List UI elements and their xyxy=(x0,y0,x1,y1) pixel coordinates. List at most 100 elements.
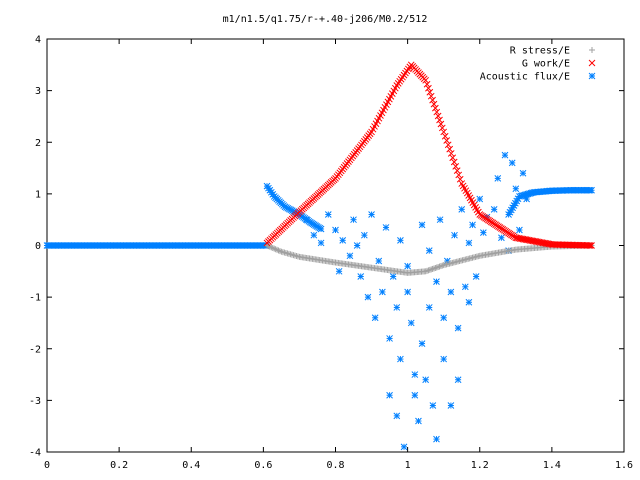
acoustic-flux-point xyxy=(433,435,440,443)
acoustic-flux-point xyxy=(512,185,520,193)
axes: 0 0.2 0.4 0.6 0.8 1 1.2 1.4 1.6 4 3 2 1 0 -1 -2 -3 -4 xyxy=(29,35,633,472)
y-tick-label: -3 xyxy=(29,396,41,407)
acoustic-flux-point xyxy=(447,402,455,409)
acoustic-flux-point xyxy=(501,151,509,159)
acoustic-flux-point xyxy=(422,376,430,384)
g-work-point xyxy=(449,154,457,162)
plot-area xyxy=(43,61,595,451)
x-tick-label: 1 xyxy=(405,460,411,471)
acoustic-flux-point xyxy=(516,226,523,234)
acoustic-flux-point xyxy=(364,293,372,301)
acoustic-flux-point xyxy=(523,195,530,203)
acoustic-flux-point xyxy=(397,355,404,363)
acoustic-flux-point xyxy=(371,314,379,322)
acoustic-flux-point xyxy=(360,231,368,239)
y-tick-label: 1 xyxy=(35,189,41,200)
legend-label: Acoustic flux/E xyxy=(480,72,570,83)
acoustic-flux-point xyxy=(436,216,444,224)
acoustic-flux-point xyxy=(400,443,408,451)
g-work-point xyxy=(455,171,463,179)
g-work-point xyxy=(434,112,442,120)
acoustic-flux-point xyxy=(397,236,404,244)
g-work-point xyxy=(446,145,454,153)
acoustic-flux-point xyxy=(451,231,458,239)
acoustic-flux-point xyxy=(480,229,487,236)
acoustic-flux-point xyxy=(317,225,325,233)
y-tick-label: -1 xyxy=(29,293,41,304)
legend-marker xyxy=(589,47,595,53)
acoustic-flux-point xyxy=(440,355,448,363)
r-stress-point xyxy=(276,248,283,255)
acoustic-flux-point xyxy=(407,319,415,327)
g-work-point xyxy=(437,120,445,128)
r-stress-point xyxy=(274,246,281,253)
g-work-point xyxy=(453,167,461,174)
acoustic-flux-point xyxy=(490,206,498,213)
acoustic-flux-point xyxy=(382,224,390,231)
acoustic-flux-point xyxy=(317,239,325,247)
g-work-point xyxy=(432,104,439,112)
acoustic-flux-point xyxy=(469,221,476,229)
acoustic-flux-point xyxy=(393,412,401,420)
acoustic-flux-point xyxy=(447,288,455,296)
x-tick-label: 0.6 xyxy=(254,460,272,471)
acoustic-flux-point xyxy=(454,324,462,332)
x-tick-label: 0.8 xyxy=(326,460,344,471)
r-stress-point xyxy=(269,244,276,251)
acoustic-flux-point xyxy=(425,304,433,311)
acoustic-flux-point xyxy=(350,216,357,224)
g-work-point xyxy=(430,100,438,108)
y-tick-label: 0 xyxy=(35,241,41,252)
acoustic-flux-point xyxy=(353,242,361,249)
acoustic-flux-point xyxy=(461,283,469,291)
acoustic-flux-point xyxy=(357,273,365,280)
r-stress-point xyxy=(275,247,282,254)
acoustic-flux-point xyxy=(389,273,397,280)
acoustic-flux-point xyxy=(324,211,332,218)
acoustic-flux-point xyxy=(332,226,339,234)
legend-marker xyxy=(588,59,596,67)
acoustic-flux-point xyxy=(386,335,393,342)
acoustic-flux-point xyxy=(386,391,393,399)
y-tick-label: 3 xyxy=(35,86,41,97)
g-work-point xyxy=(585,242,593,249)
acoustic-flux-point xyxy=(303,216,311,224)
r-stress-point xyxy=(271,245,278,252)
acoustic-flux-point xyxy=(458,206,466,213)
acoustic-flux-point xyxy=(465,298,473,306)
acoustic-flux-point xyxy=(393,304,401,311)
acoustic-flux-point xyxy=(433,278,440,285)
r-stress-point xyxy=(266,243,273,250)
acoustic-flux-point xyxy=(440,314,448,322)
acoustic-flux-point xyxy=(472,273,480,280)
g-work-point xyxy=(443,137,451,144)
acoustic-flux-point xyxy=(476,195,484,203)
acoustic-flux-point xyxy=(494,175,502,182)
g-work-point xyxy=(440,128,448,136)
g-work-point xyxy=(426,88,434,96)
acoustic-flux-point xyxy=(454,376,462,384)
chart-title: m1/n1.5/q1.75/r-+.40-j206/M0.2/512 xyxy=(223,14,428,25)
g-work-point xyxy=(423,80,431,88)
legend: R stress/E G work/E Acoustic flux/E xyxy=(480,46,596,83)
g-work-point xyxy=(433,108,441,116)
g-work-point xyxy=(422,76,430,84)
g-work-point xyxy=(427,92,435,100)
g-work-point xyxy=(438,124,446,132)
acoustic-flux-point xyxy=(429,402,437,409)
acoustic-flux-point xyxy=(498,234,505,242)
acoustic-flux-point xyxy=(418,221,426,229)
r-stress-point xyxy=(272,246,279,253)
acoustic-flux-point xyxy=(379,288,386,296)
g-work-point xyxy=(436,116,443,124)
acoustic-flux-point xyxy=(310,231,318,239)
g-work-point xyxy=(447,150,455,157)
y-tick-label: -2 xyxy=(29,344,41,355)
acoustic-flux-point xyxy=(465,239,473,247)
x-tick-label: 0.4 xyxy=(182,460,200,471)
legend-label: G work/E xyxy=(522,59,570,70)
g-work-point xyxy=(586,242,594,249)
g-work-point xyxy=(425,84,432,92)
acoustic-flux-point xyxy=(519,169,527,177)
